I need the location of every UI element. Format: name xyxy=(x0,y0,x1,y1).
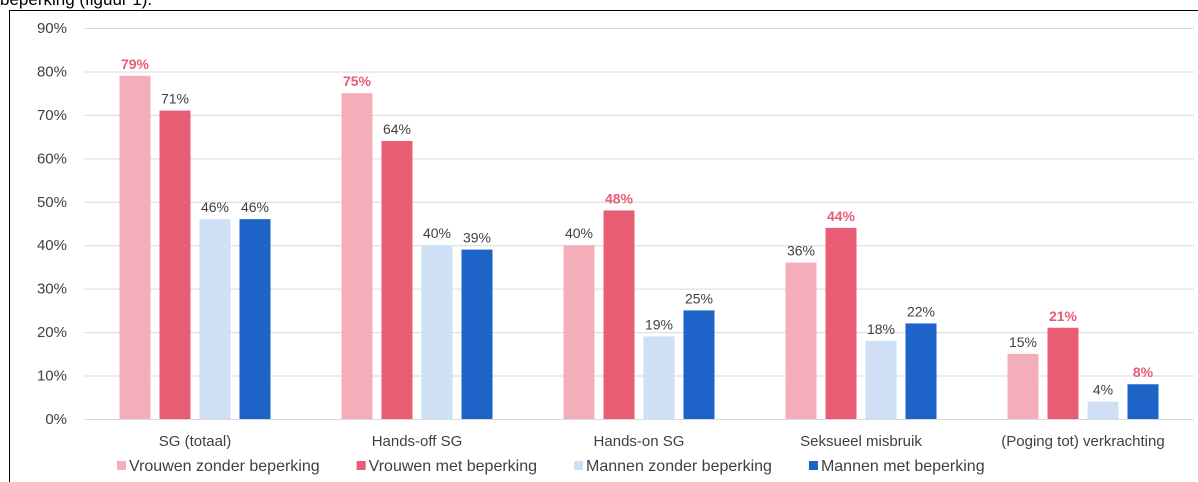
y-tick-label: 40% xyxy=(37,237,67,254)
legend-label: Vrouwen met beperking xyxy=(369,458,537,475)
data-label: 8% xyxy=(1133,364,1154,380)
data-label: 48% xyxy=(605,190,634,206)
x-tick-label: Hands-off SG xyxy=(372,433,463,450)
data-label: 15% xyxy=(1009,334,1037,350)
data-label: 46% xyxy=(241,199,269,215)
bar xyxy=(341,93,373,420)
data-label: 18% xyxy=(867,321,895,337)
legend-label: Mannen met beperking xyxy=(821,458,985,475)
data-label: 25% xyxy=(685,290,713,306)
intro-text: beperking (figuur 1). xyxy=(0,0,152,9)
y-tick-label: 90% xyxy=(37,20,67,37)
x-tick-label: Seksueel misbruik xyxy=(800,433,922,450)
y-tick-label: 50% xyxy=(37,194,67,211)
bar xyxy=(785,262,817,419)
bar xyxy=(563,245,595,419)
data-label: 75% xyxy=(343,73,372,89)
bar xyxy=(1087,401,1119,419)
bar xyxy=(683,310,715,419)
x-tick-label: SG (totaal) xyxy=(159,433,232,450)
bar xyxy=(159,110,191,420)
bar xyxy=(421,245,453,419)
data-label: 21% xyxy=(1049,308,1078,324)
data-label: 36% xyxy=(787,243,815,259)
data-label: 39% xyxy=(463,230,491,246)
bar xyxy=(381,140,413,419)
data-label: 40% xyxy=(423,225,451,241)
legend-label: Mannen zonder beperking xyxy=(586,458,772,475)
bar xyxy=(865,340,897,419)
legend-label: Vrouwen zonder beperking xyxy=(129,458,320,475)
data-label: 71% xyxy=(161,91,189,107)
y-tick-label: 70% xyxy=(37,107,67,124)
bar xyxy=(239,219,271,419)
legend-swatch xyxy=(808,461,818,470)
legend-swatch xyxy=(574,461,584,470)
bar xyxy=(461,249,493,419)
bar xyxy=(825,227,857,419)
data-label: 19% xyxy=(645,316,673,332)
x-tick-label: Hands-on SG xyxy=(594,433,685,450)
y-tick-label: 0% xyxy=(45,411,67,428)
bar xyxy=(199,219,231,419)
legend-swatch xyxy=(117,461,126,470)
bar xyxy=(905,323,937,419)
data-label: 79% xyxy=(121,56,150,72)
bar xyxy=(1127,384,1159,419)
data-label: 4% xyxy=(1093,382,1113,398)
x-tick-label: (Poging tot) verkrachting xyxy=(1001,433,1164,450)
legend-swatch xyxy=(356,461,366,470)
y-tick-label: 80% xyxy=(37,63,67,80)
y-tick-label: 60% xyxy=(37,150,67,167)
bar xyxy=(643,336,675,419)
bar xyxy=(603,210,635,419)
data-label: 64% xyxy=(383,121,411,137)
data-label: 44% xyxy=(827,208,856,224)
y-tick-label: 10% xyxy=(37,368,67,385)
y-tick-label: 20% xyxy=(37,324,67,341)
data-label: 22% xyxy=(907,303,935,319)
bar xyxy=(1047,327,1079,419)
bar xyxy=(1007,353,1039,419)
data-label: 46% xyxy=(201,199,229,215)
y-tick-label: 30% xyxy=(37,281,67,298)
data-label: 40% xyxy=(565,225,593,241)
bar xyxy=(119,75,151,420)
